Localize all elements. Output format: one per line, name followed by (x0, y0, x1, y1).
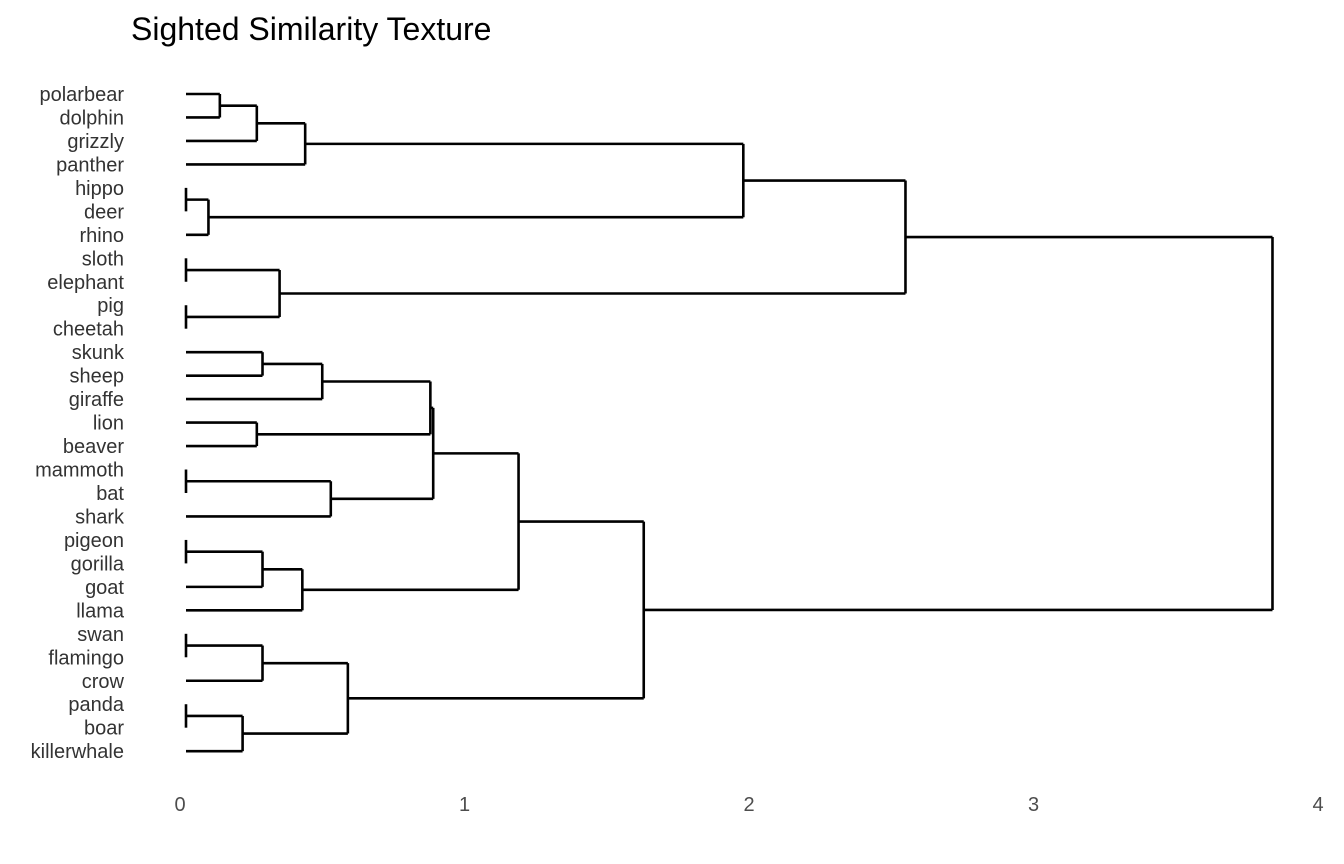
leaf-label-panda: panda (68, 694, 124, 716)
x-tick-label-2: 2 (743, 794, 754, 816)
leaf-label-panther: panther (56, 154, 124, 176)
leaf-label-rhino: rhino (80, 225, 124, 247)
leaf-label-cheetah: cheetah (53, 319, 124, 341)
leaf-label-shark: shark (75, 506, 125, 528)
leaf-label-bat: bat (96, 483, 124, 505)
leaf-label-mammoth: mammoth (35, 460, 124, 482)
leaf-label-elephant: elephant (47, 272, 124, 294)
chart-title: Sighted Similarity Texture (131, 11, 491, 47)
leaf-label-dolphin: dolphin (59, 107, 124, 129)
leaf-label-skunk: skunk (72, 342, 125, 364)
leaf-label-pigeon: pigeon (64, 530, 124, 552)
leaf-label-flamingo: flamingo (48, 647, 124, 669)
leaf-label-killerwhale: killerwhale (31, 741, 124, 763)
leaf-label-sloth: sloth (82, 248, 124, 270)
leaf-label-beaver: beaver (63, 436, 124, 458)
leaf-label-llama: llama (76, 600, 125, 622)
leaf-label-grizzly: grizzly (67, 131, 124, 153)
leaf-label-sheep: sheep (70, 366, 125, 388)
leaf-label-deer: deer (84, 201, 124, 223)
leaf-label-gorilla: gorilla (71, 553, 125, 575)
leaf-label-pig: pig (97, 295, 124, 317)
leaf-label-polarbear: polarbear (39, 84, 124, 106)
x-tick-label-3: 3 (1028, 794, 1039, 816)
leaf-label-swan: swan (77, 624, 124, 646)
leaf-label-lion: lion (93, 413, 124, 435)
leaf-label-boar: boar (84, 718, 124, 740)
leaf-labels: polarbeardolphingrizzlypantherhippodeerr… (31, 84, 125, 763)
leaf-label-crow: crow (82, 671, 125, 693)
leaf-label-giraffe: giraffe (69, 389, 124, 411)
x-axis: 0 1 2 3 4 (174, 794, 1323, 816)
x-tick-label-0: 0 (174, 794, 185, 816)
x-tick-label-1: 1 (459, 794, 470, 816)
leaf-label-hippo: hippo (75, 178, 124, 200)
dendrogram-links (184, 92, 1274, 753)
x-tick-label-4: 4 (1312, 794, 1323, 816)
leaf-label-goat: goat (85, 577, 124, 599)
